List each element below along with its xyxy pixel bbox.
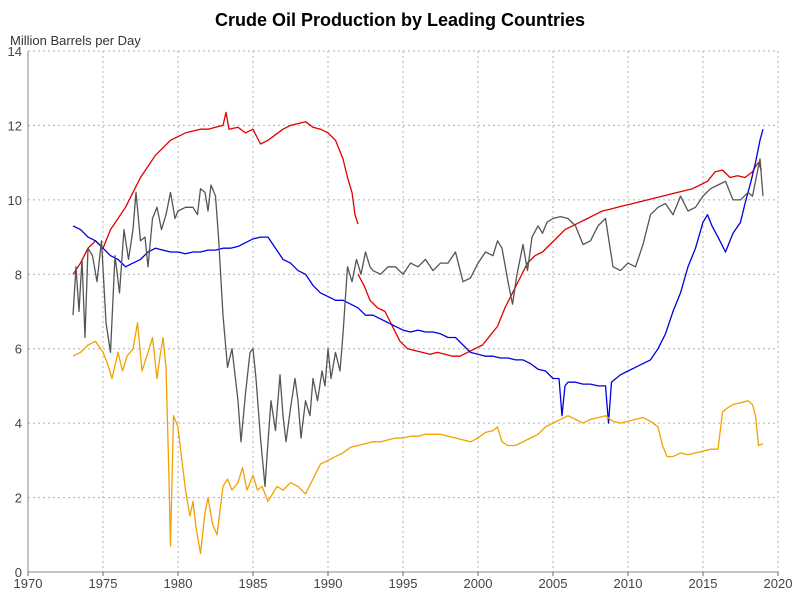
axes — [27, 51, 779, 576]
y-axis-label: Million Barrels per Day — [10, 33, 141, 48]
y-tick-label: 12 — [8, 118, 22, 133]
y-tick-label: 4 — [15, 416, 22, 431]
y-tick-label: 2 — [15, 491, 22, 506]
x-tick-label: 1980 — [164, 576, 193, 591]
x-tick-label: 2020 — [764, 576, 793, 591]
x-tick-label: 2005 — [539, 576, 568, 591]
y-tick-label: 6 — [15, 342, 22, 357]
chart-title: Crude Oil Production by Leading Countrie… — [214, 10, 586, 30]
x-tick-label: 2015 — [689, 576, 718, 591]
x-tick-label: 1975 — [89, 576, 118, 591]
y-tick-label: 10 — [8, 193, 22, 208]
y-tick-label: 0 — [15, 565, 22, 580]
series-line-3 — [72, 129, 764, 424]
x-tick-label: 1970 — [14, 576, 43, 591]
x-tick-label: 1995 — [389, 576, 418, 591]
x-tick-label: 1985 — [239, 576, 268, 591]
series-lines — [72, 111, 764, 555]
y-tick-label: 14 — [8, 44, 22, 59]
tick-labels: 1970 1975 1980 1985 1990 1995 2000 2005 2010 2015… — [8, 44, 793, 591]
series-line-4 — [72, 158, 764, 488]
x-tick-label: 2000 — [464, 576, 493, 591]
x-tick-label: 1990 — [314, 576, 343, 591]
series-line-1 — [72, 111, 359, 275]
y-tick-label: 8 — [15, 267, 22, 282]
x-tick-label: 2010 — [614, 576, 643, 591]
series-line-2 — [357, 161, 763, 357]
series-line-5 — [72, 322, 764, 555]
grid-lines — [28, 50, 779, 572]
